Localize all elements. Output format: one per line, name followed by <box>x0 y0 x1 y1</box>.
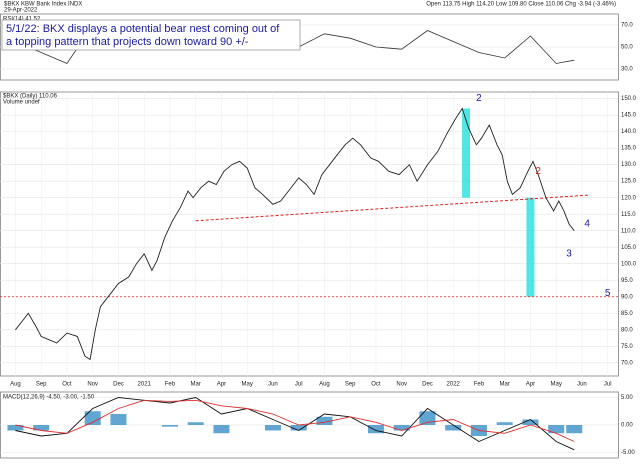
histogram-bar <box>84 411 101 425</box>
y-tick-label: 80.0 <box>621 327 633 333</box>
histogram-bar <box>522 419 539 425</box>
x-tick-label: Nov <box>87 382 98 388</box>
y-tick-label: 150.0 <box>621 96 637 102</box>
y-tick-label: 120.0 <box>621 195 637 201</box>
x-tick-label: Jun <box>268 382 278 388</box>
y-tick-label: 70.0 <box>621 23 633 29</box>
x-tick-label: Sep <box>345 382 356 388</box>
histogram-bar <box>548 425 565 434</box>
neckline <box>195 194 590 222</box>
x-tick-label: Jun <box>577 382 587 388</box>
y-tick-label: 50.0 <box>621 45 633 51</box>
wave-label: 5 <box>605 288 611 299</box>
histogram-bar <box>290 425 307 431</box>
date: 29-Apr-2022 <box>4 8 38 14</box>
y-tick-label: 70.0 <box>621 360 633 366</box>
x-tick-label: 2022 <box>447 382 461 388</box>
histogram-bar <box>110 414 127 425</box>
symbol: $BKX KBW Bank Index INDX <box>4 2 82 8</box>
price-line <box>15 107 575 361</box>
x-tick-label: Sep <box>36 382 47 388</box>
x-tick-label: May <box>551 382 562 388</box>
x-tick-label: Apr <box>526 382 535 388</box>
y-tick-label: 90.0 <box>621 294 633 300</box>
x-tick-label: Nov <box>396 382 407 388</box>
y-tick-label: 135.0 <box>621 146 637 152</box>
x-tick-label: Apr <box>217 382 226 388</box>
quote: Open 113.75 High 114.20 Low 109.80 Close… <box>426 2 616 8</box>
histogram-bar <box>264 425 281 431</box>
y-tick-label: 110.0 <box>621 228 636 234</box>
panel-title: RSI(14) 41.52 <box>3 17 41 23</box>
x-tick-label: 2021 <box>138 382 152 388</box>
measured-move <box>526 197 535 297</box>
x-tick-label: Oct <box>371 382 381 388</box>
x-tick-label: Aug <box>10 382 21 388</box>
y-tick-label: 100.0 <box>621 261 637 267</box>
histogram-bar <box>161 425 178 427</box>
histogram-bar <box>419 411 436 425</box>
wave-label: 2 <box>535 166 541 177</box>
y-tick-label: 140.0 <box>621 129 637 135</box>
y-tick-label: 0.00 <box>621 423 633 429</box>
x-tick-label: Oct <box>62 382 72 388</box>
annotation-line: a topping pattern that projects down tow… <box>6 36 249 48</box>
histogram-bar <box>316 416 333 425</box>
macd-line <box>15 399 575 442</box>
annotation-line: 5/1/22: BKX displays a potential bear ne… <box>6 23 280 35</box>
y-tick-label: 30.0 <box>621 67 633 73</box>
wave-label: 2 <box>476 93 482 104</box>
wave-label: 3 <box>566 248 572 259</box>
measured-move <box>462 108 471 198</box>
y-tick-label: 75.0 <box>621 344 633 350</box>
y-tick-label: 130.0 <box>621 162 637 168</box>
x-tick-label: Mar <box>500 382 510 388</box>
x-tick-label: Feb <box>165 382 176 388</box>
y-tick-label: 115.0 <box>621 212 636 218</box>
y-tick-label: 5.00 <box>621 395 633 401</box>
panel-frame <box>0 91 619 377</box>
histogram-bar <box>445 425 462 431</box>
histogram-bar <box>496 422 513 425</box>
histogram-bar <box>7 425 24 431</box>
histogram-bar <box>213 425 230 434</box>
annotation-box <box>1 19 301 51</box>
y-tick-label: 105.0 <box>621 245 637 251</box>
panel-title: $BKX (Daily) 110.06 <box>3 94 58 100</box>
x-tick-label: Dec <box>422 382 433 388</box>
histogram-bar <box>33 425 50 431</box>
x-tick-label: Mar <box>191 382 201 388</box>
panel-subtitle: Volume undef <box>3 100 40 106</box>
x-tick-label: Feb <box>474 382 485 388</box>
histogram-bar <box>566 425 583 434</box>
panel-title: MACD(12,26,9) -4.50, -3.00, -1.50 <box>3 395 95 401</box>
x-tick-label: Jul <box>295 382 303 388</box>
x-tick-label: Dec <box>113 382 124 388</box>
x-tick-label: Jul <box>604 382 612 388</box>
histogram-bar <box>187 422 204 425</box>
histogram-bar <box>393 425 410 431</box>
histogram-bar <box>367 425 384 434</box>
y-tick-label: -5.00 <box>621 450 635 456</box>
x-tick-label: Aug <box>319 382 330 388</box>
macd-line <box>15 397 575 451</box>
wave-label: 4 <box>584 219 590 230</box>
y-tick-label: 145.0 <box>621 113 637 119</box>
y-tick-label: 125.0 <box>621 179 637 185</box>
y-tick-label: 85.0 <box>621 311 633 317</box>
x-tick-label: May <box>242 382 253 388</box>
y-tick-label: 95.0 <box>621 278 633 284</box>
